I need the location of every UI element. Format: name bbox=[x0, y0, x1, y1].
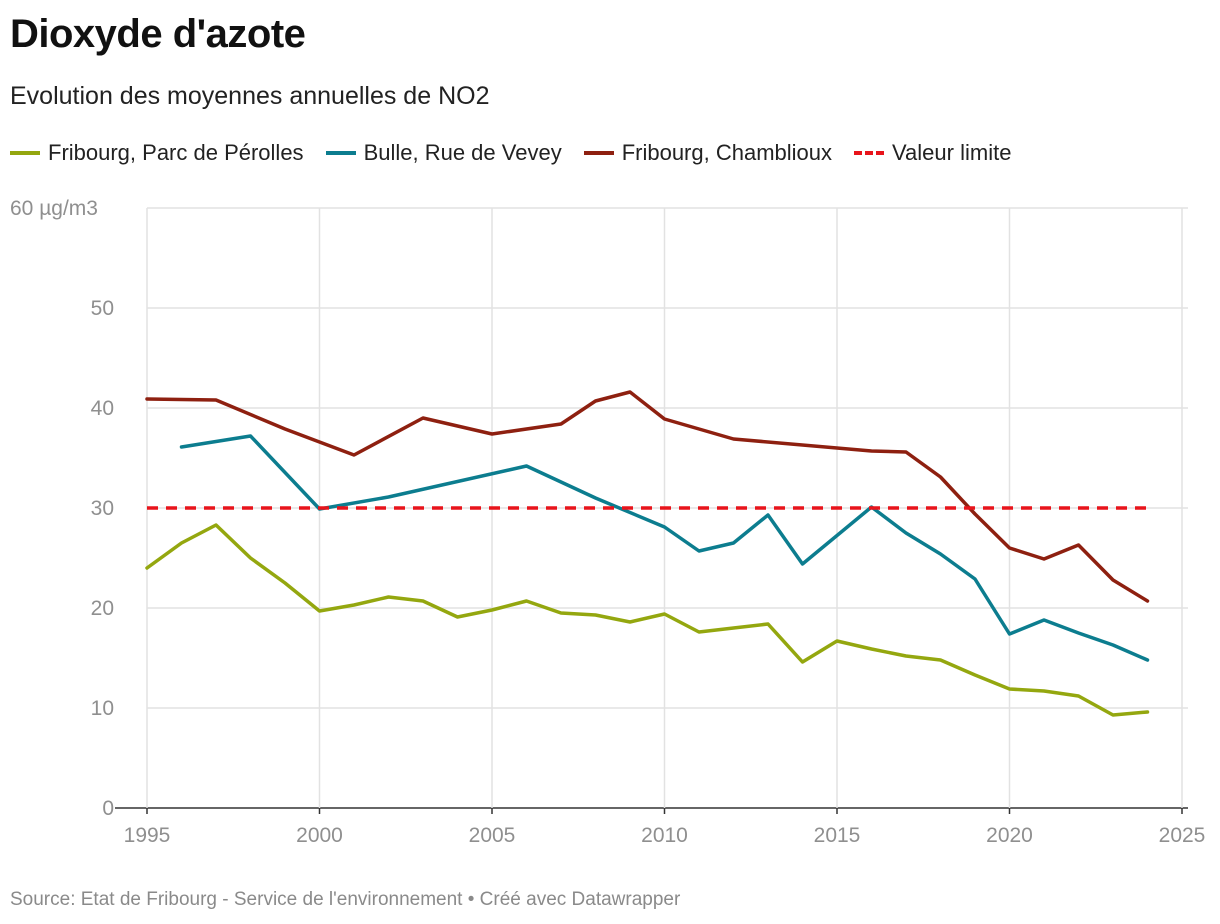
legend: Fribourg, Parc de Pérolles Bulle, Rue de… bbox=[10, 140, 1033, 166]
legend-swatch-chamblioux bbox=[583, 151, 614, 155]
legend-swatch-limit bbox=[854, 151, 885, 155]
x-tick-label: 2015 bbox=[814, 824, 861, 847]
legend-label-limit: Valeur limite bbox=[892, 140, 1012, 165]
x-tick-label: 2010 bbox=[641, 824, 688, 847]
legend-label-bulle: Bulle, Rue de Vevey bbox=[363, 140, 562, 165]
series-line-1 bbox=[179, 434, 1150, 662]
x-tick-label: 2000 bbox=[296, 824, 343, 847]
y-tick-label: 40 bbox=[91, 397, 114, 420]
y-tick-label: 30 bbox=[91, 497, 114, 520]
legend-label-perolles: Fribourg, Parc de Pérolles bbox=[48, 140, 304, 165]
legend-item-bulle: Bulle, Rue de Vevey bbox=[325, 140, 562, 166]
series-line-0 bbox=[145, 523, 1150, 717]
legend-swatch-perolles bbox=[10, 151, 40, 155]
y-tick-label: 20 bbox=[91, 597, 114, 620]
y-tick-label: 0 bbox=[102, 797, 114, 820]
legend-item-chamblioux: Fribourg, Chamblioux bbox=[583, 140, 833, 166]
chart-title: Dioxyde d'azote bbox=[10, 12, 306, 56]
source-note: Source: Etat de Fribourg - Service de l'… bbox=[10, 889, 681, 910]
x-tick-label: 2025 bbox=[1159, 824, 1206, 847]
y-tick-label: 10 bbox=[91, 697, 114, 720]
x-tick-label: 2020 bbox=[986, 824, 1033, 847]
chart-subtitle: Evolution des moyennes annuelles de NO2 bbox=[10, 82, 490, 110]
series-line-2 bbox=[145, 390, 1150, 603]
y-tick-label: 60 µg/m3 bbox=[10, 197, 98, 220]
legend-item-limit: Valeur limite bbox=[854, 140, 1011, 166]
x-tick-label: 2005 bbox=[469, 824, 516, 847]
legend-swatch-bulle bbox=[325, 151, 356, 155]
legend-label-chamblioux: Fribourg, Chamblioux bbox=[621, 140, 833, 165]
legend-item-perolles: Fribourg, Parc de Pérolles bbox=[10, 140, 304, 166]
x-tick-label: 1995 bbox=[124, 824, 171, 847]
y-tick-label: 50 bbox=[91, 297, 114, 320]
